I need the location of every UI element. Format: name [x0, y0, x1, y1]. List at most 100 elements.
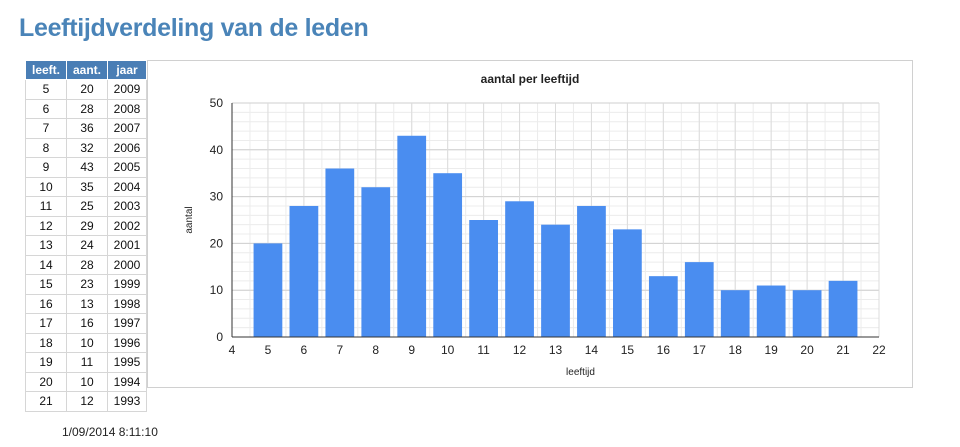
cell-age: 11	[25, 196, 67, 217]
cell-count: 29	[66, 215, 108, 236]
cell-age: 12	[25, 215, 67, 236]
x-tick-label: 19	[764, 343, 778, 357]
x-tick-label: 20	[800, 343, 814, 357]
table-row: 16 13 1998	[25, 293, 147, 314]
cell-year: 1998	[107, 293, 147, 314]
x-tick-label: 6	[301, 343, 308, 357]
timestamp: 1/09/2014 8:11:10	[62, 425, 158, 439]
cell-count: 36	[66, 118, 108, 139]
bar	[397, 135, 427, 337]
cell-age: 16	[25, 293, 67, 314]
table-row: 17 16 1997	[25, 313, 147, 334]
cell-count: 16	[66, 313, 108, 334]
bar	[505, 201, 534, 337]
y-tick-label: 50	[210, 96, 224, 110]
cell-year: 2004	[107, 176, 147, 197]
column-header-age: leeft.	[25, 60, 67, 80]
cell-age: 14	[25, 254, 67, 275]
cell-year: 2000	[107, 254, 147, 275]
y-tick-label: 40	[210, 143, 224, 157]
y-tick-label: 0	[216, 330, 223, 344]
table-row: 13 24 2001	[25, 235, 147, 256]
cell-age: 20	[25, 371, 67, 392]
bar	[325, 168, 355, 337]
bar	[648, 276, 678, 337]
cell-count: 13	[66, 293, 108, 314]
cell-count: 10	[66, 371, 108, 392]
bar	[433, 173, 463, 337]
cell-count: 12	[66, 391, 108, 412]
cell-count: 35	[66, 176, 108, 197]
cell-age: 8	[25, 137, 67, 158]
table-row: 18 10 1996	[25, 332, 147, 353]
bar	[792, 290, 822, 337]
x-axis-label: leeftijd	[566, 367, 595, 378]
bar	[613, 229, 642, 337]
column-header-count: aant.	[66, 60, 108, 80]
cell-age: 10	[25, 176, 67, 197]
x-tick-label: 17	[693, 343, 707, 357]
cell-year: 2001	[107, 235, 147, 256]
x-tick-label: 21	[836, 343, 850, 357]
cell-year: 2006	[107, 137, 147, 158]
x-tick-label: 10	[441, 343, 455, 357]
cell-age: 9	[25, 157, 67, 178]
cell-year: 1995	[107, 352, 147, 373]
x-tick-label: 4	[229, 343, 236, 357]
table-row: 11 25 2003	[25, 196, 147, 217]
cell-count: 10	[66, 332, 108, 353]
age-table: leeft. aant. jaar 5 20 2009 6 28 2008 7 36 2007 8…	[25, 60, 147, 412]
bar	[289, 205, 319, 337]
bar	[720, 290, 750, 337]
x-tick-label: 11	[477, 343, 490, 357]
cell-age: 7	[25, 118, 67, 139]
cell-year: 2005	[107, 157, 147, 178]
table-row: 6 28 2008	[25, 98, 147, 119]
cell-count: 32	[66, 137, 108, 158]
cell-age: 13	[25, 235, 67, 256]
x-tick-label: 8	[372, 343, 379, 357]
table-row: 15 23 1999	[25, 274, 147, 295]
table-row: 19 11 1995	[25, 352, 147, 373]
x-tick-label: 5	[265, 343, 272, 357]
cell-count: 20	[66, 79, 108, 100]
cell-age: 21	[25, 391, 67, 412]
bar	[684, 262, 714, 337]
cell-count: 25	[66, 196, 108, 217]
cell-age: 15	[25, 274, 67, 295]
cell-year: 2002	[107, 215, 147, 236]
column-header-year: jaar	[107, 60, 147, 80]
cell-year: 1994	[107, 371, 147, 392]
cell-year: 2003	[107, 196, 147, 217]
bar	[361, 187, 391, 337]
table-row: 10 35 2004	[25, 176, 147, 197]
bar	[577, 205, 606, 337]
chart-panel: 4 5 6 7 8 9 10 11 12 13 14 15 16 17 18 19 20 21 22 0 10 20 30 4…	[147, 60, 913, 388]
cell-age: 19	[25, 352, 67, 373]
cell-year: 2008	[107, 98, 147, 119]
cell-count: 28	[66, 98, 108, 119]
x-tick-label: 22	[872, 343, 886, 357]
cell-count: 11	[66, 352, 108, 373]
table-row: 9 43 2005	[25, 157, 147, 178]
chart-title: aantal per leeftijd	[481, 72, 580, 86]
y-tick-label: 20	[210, 236, 224, 250]
x-tick-label: 16	[657, 343, 671, 357]
cell-count: 23	[66, 274, 108, 295]
x-tick-label: 7	[336, 343, 343, 357]
table-row: 5 20 2009	[25, 79, 147, 100]
cell-year: 1993	[107, 391, 147, 412]
cell-age: 17	[25, 313, 67, 334]
cell-year: 1999	[107, 274, 147, 295]
table-row: 12 29 2002	[25, 215, 147, 236]
table-row: 20 10 1994	[25, 371, 147, 392]
x-tick-label: 14	[585, 343, 599, 357]
x-tick-label: 9	[408, 343, 415, 357]
y-tick-label: 10	[210, 283, 224, 297]
cell-year: 1997	[107, 313, 147, 334]
y-axis-label: aantal	[184, 206, 195, 233]
x-tick-label: 12	[513, 343, 527, 357]
cell-year: 2009	[107, 79, 147, 100]
bar	[541, 224, 570, 337]
bar-chart: 4 5 6 7 8 9 10 11 12 13 14 15 16 17 18 19 20 21 22 0 10 20 30 4…	[184, 72, 886, 378]
